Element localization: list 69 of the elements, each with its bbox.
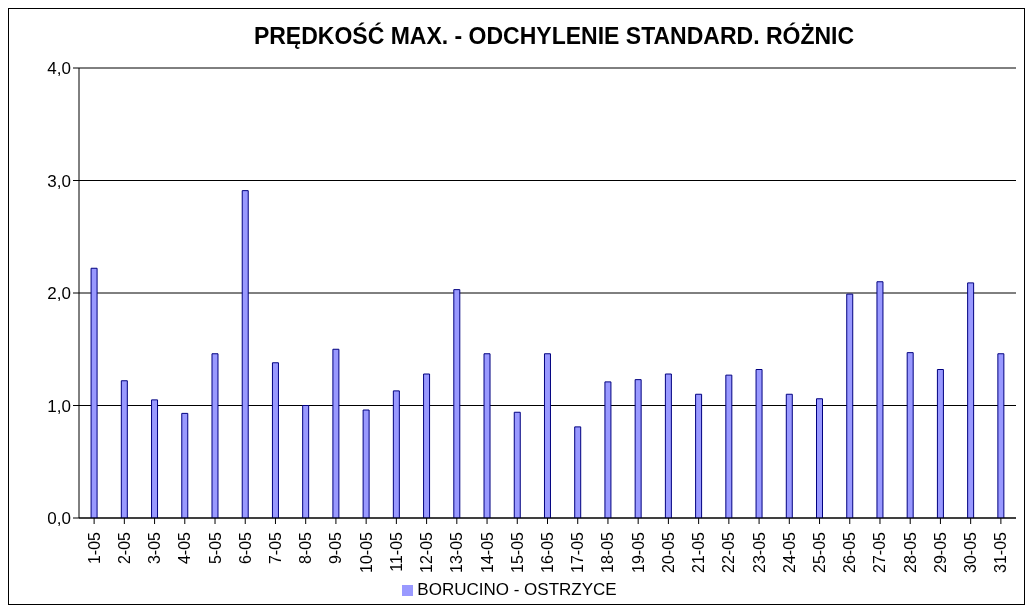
x-tick-label: 11-05 (387, 531, 405, 572)
y-tick-label: 0,0 (47, 509, 71, 529)
bar (664, 373, 672, 518)
legend-label: BORUCINO - OSTRZYCE (417, 580, 617, 599)
bar (483, 353, 491, 518)
bar (876, 281, 884, 518)
x-tick-label: 6-05 (236, 531, 254, 565)
bar (695, 393, 703, 518)
x-tick-label: 1-05 (85, 531, 103, 565)
bar (302, 405, 310, 518)
x-tick-label: 19-05 (629, 531, 647, 573)
y-tick-label: 1,0 (47, 396, 71, 416)
x-tick-label: 18-05 (599, 531, 617, 573)
bar (574, 426, 582, 518)
x-tick-label: 17-05 (569, 531, 587, 573)
x-tick-label: 12-05 (418, 531, 436, 573)
x-tick-label: 7-05 (266, 531, 284, 565)
x-tick-label: 16-05 (539, 531, 556, 573)
bar (453, 289, 461, 518)
bar (271, 362, 279, 518)
x-tick-label: 10-05 (357, 531, 375, 573)
bar (151, 399, 159, 518)
bar (755, 369, 763, 518)
bar (634, 379, 642, 518)
x-tick-label: 2-05 (115, 531, 133, 565)
bar (211, 353, 219, 518)
bar (604, 381, 612, 518)
bar (241, 190, 249, 518)
x-tick-label: 9-05 (327, 531, 345, 565)
x-tick-label: 27-05 (871, 531, 889, 573)
x-tick-label: 22-05 (720, 531, 738, 573)
x-tick-label: 23-05 (750, 531, 768, 573)
x-tick-label: 24-05 (780, 531, 798, 573)
x-tick-label: 20-05 (659, 531, 677, 573)
x-tick-label: 8-05 (297, 531, 315, 565)
bar (423, 373, 431, 518)
y-tick-label: 3,0 (47, 171, 71, 191)
x-tick-label: 3-05 (146, 531, 164, 565)
bar (906, 352, 914, 518)
y-tick-label: 4,0 (47, 59, 71, 79)
bar (967, 282, 975, 518)
bar (997, 353, 1005, 518)
bar (725, 374, 733, 518)
bar (332, 348, 340, 518)
bar (543, 353, 551, 518)
x-tick-label: 31-05 (992, 531, 1010, 573)
x-tick-label: 4-05 (176, 531, 194, 565)
x-tick-label: 30-05 (962, 531, 980, 573)
x-tick-label: 5-05 (206, 531, 224, 565)
bar (90, 267, 98, 518)
bar (181, 412, 189, 518)
x-tick-label: 14-05 (478, 531, 496, 573)
chart-title: PRĘDKOŚĆ MAX. - ODCHYLENIE STANDARD. RÓŻNIC (252, 23, 856, 50)
bar (513, 411, 521, 518)
x-tick-label: 25-05 (811, 531, 829, 573)
x-tick-label: 28-05 (901, 531, 919, 573)
x-tick-label: 21-05 (690, 531, 708, 573)
bar (785, 393, 793, 518)
bar (846, 293, 854, 518)
bar (362, 409, 370, 518)
bar (392, 390, 400, 518)
bar (120, 380, 128, 518)
x-tick-label: 13-05 (448, 531, 466, 573)
x-tick-label: 26-05 (841, 531, 859, 573)
bar (936, 369, 944, 518)
x-tick-label: 15-05 (508, 531, 526, 573)
x-tick-label: 29-05 (931, 531, 949, 573)
y-tick-label: 2,0 (47, 284, 71, 304)
bar (816, 398, 824, 518)
